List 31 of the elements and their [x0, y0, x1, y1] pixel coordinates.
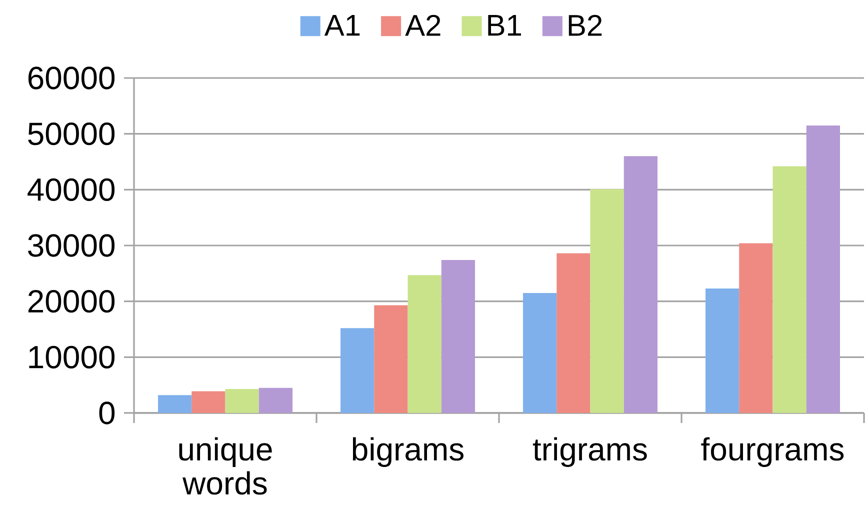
bar [225, 388, 259, 413]
legend-label: A2 [405, 14, 440, 36]
y-tick-label: 20000 [28, 290, 115, 313]
bar [408, 275, 442, 413]
bar [806, 125, 840, 413]
y-tick-label: 50000 [28, 122, 115, 146]
bar [340, 328, 374, 413]
bar [523, 292, 557, 413]
y-tick-label: 60000 [28, 66, 115, 90]
y-tick-label: 30000 [28, 234, 115, 257]
x-tick-label: bigrams [352, 437, 464, 468]
bar [374, 305, 408, 413]
bar [158, 395, 192, 413]
bar [705, 288, 740, 413]
legend-label: B2 [568, 14, 602, 36]
x-tick-label: fourgrams [701, 437, 844, 467]
x-tick-label: trigrams [532, 437, 647, 468]
bar [441, 260, 476, 413]
bar [192, 391, 226, 413]
legend-label: B1 [488, 15, 521, 36]
bar [258, 388, 293, 413]
bar [739, 243, 773, 413]
bar [624, 156, 658, 413]
y-tick-label: 0 [99, 402, 115, 424]
y-tick-label: 40000 [28, 178, 115, 201]
bar [590, 189, 624, 413]
bar [556, 253, 590, 413]
x-tick-label: unique words [179, 437, 272, 495]
legend-label: A1 [324, 15, 360, 36]
y-tick-label: 10000 [29, 346, 115, 368]
bar [772, 166, 806, 413]
